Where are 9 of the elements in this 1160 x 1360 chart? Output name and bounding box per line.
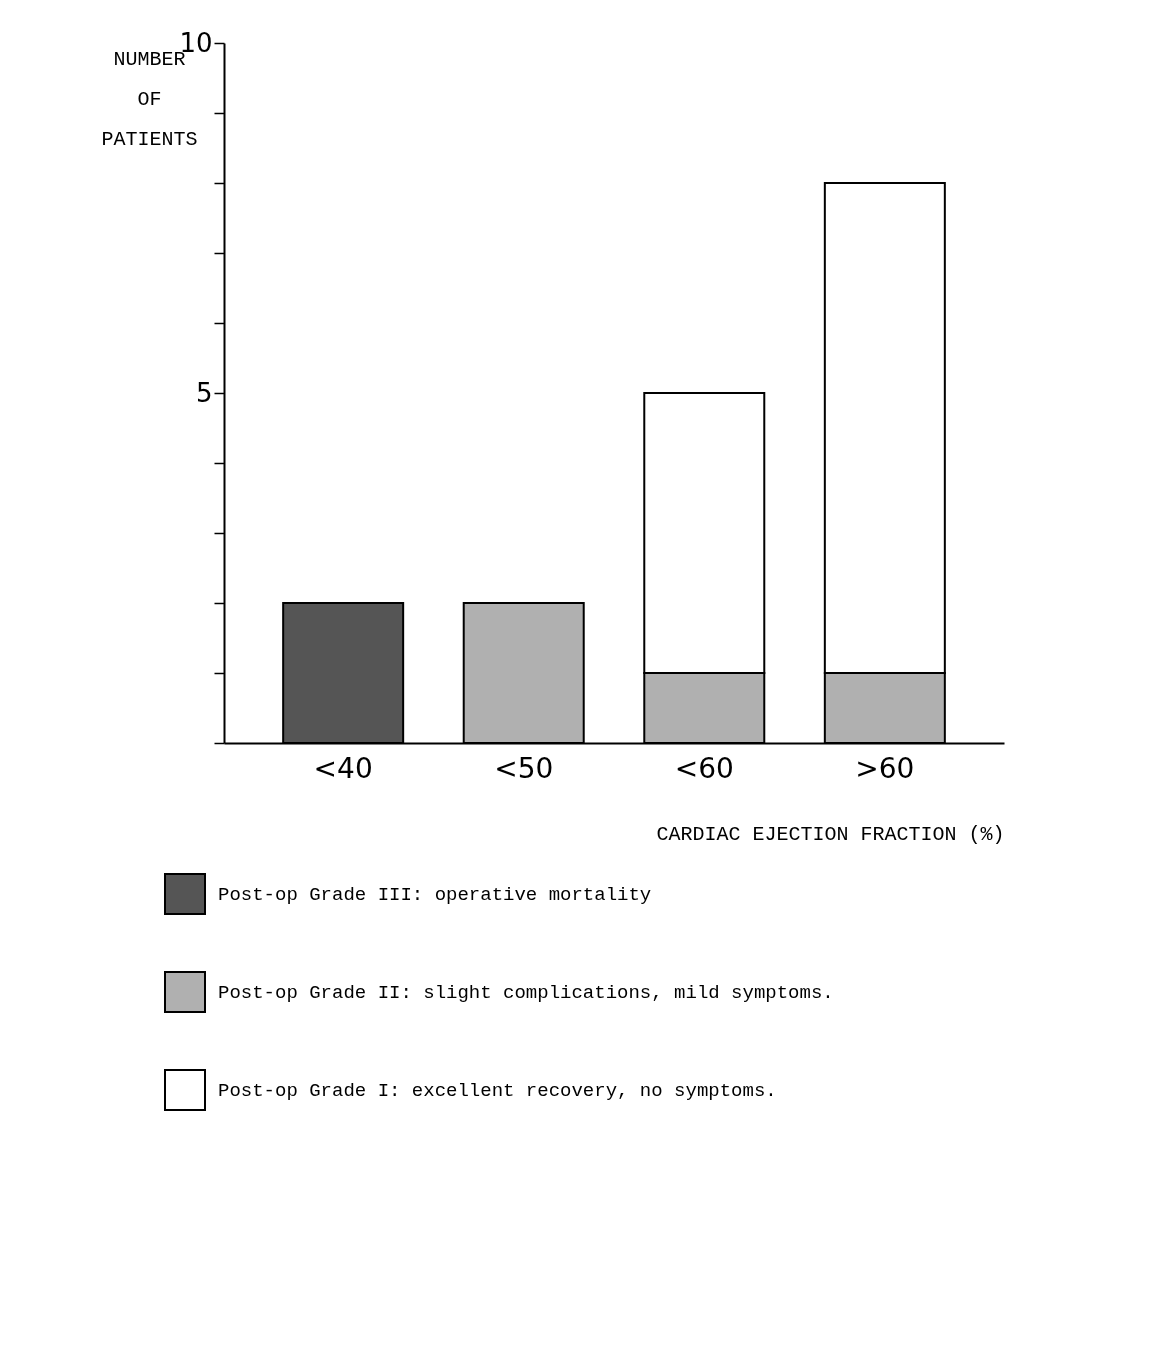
x-tick-label: >60 xyxy=(855,751,915,785)
x-tick-label: <50 xyxy=(494,751,554,785)
legend-label: Post-op Grade III: operative mortality xyxy=(218,884,652,906)
legend-label: Post-op Grade I: excellent recovery, no symptoms. xyxy=(218,1080,777,1102)
x-tick-label: <40 xyxy=(313,751,373,785)
y-tick-label: 5 xyxy=(195,377,213,408)
x-tick-label: <60 xyxy=(674,751,734,785)
x-axis-title: CARDIAC EJECTION FRACTION (%) xyxy=(656,822,1005,846)
legend-label: Post-op Grade II: slight complications, mild symptoms. xyxy=(218,982,834,1004)
